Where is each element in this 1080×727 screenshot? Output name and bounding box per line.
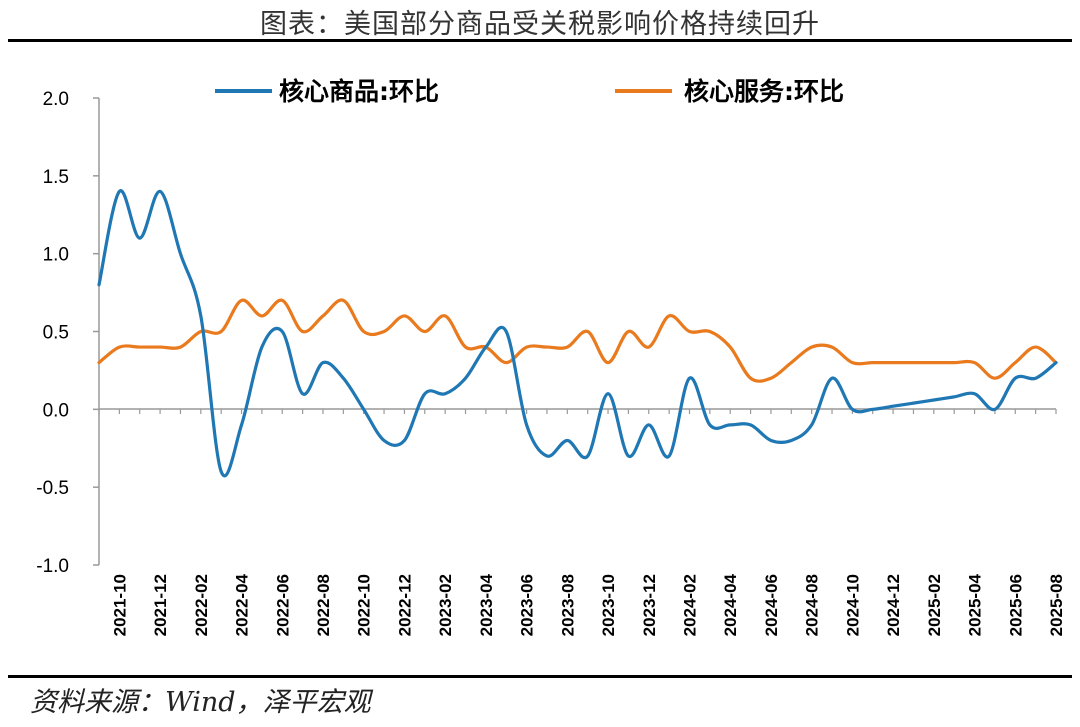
chart-title: 图表：美国部分商品受关税影响价格持续回升 — [260, 9, 820, 40]
x-tick-label: 2022-12 — [395, 574, 414, 636]
legend: 核心商品:环比 核心服务:环比 — [215, 77, 844, 106]
y-tick-label: 1.0 — [43, 245, 69, 266]
x-tick-label: 2024-10 — [843, 574, 862, 636]
y-axis-ticks: 2.0 1.5 1.0 0.5 0.0 -0.5 -1.0 — [36, 89, 99, 577]
legend-label-1: 核心服务:环比 — [684, 77, 844, 106]
x-tick-label: 2025-08 — [1047, 574, 1066, 636]
series-line-1 — [97, 298, 1058, 383]
x-axis-ticks: 2021-10 2021-12 2022-02 2022-04 2022-06 2022-… — [98, 409, 1066, 636]
x-tick-label: 2024-04 — [721, 573, 740, 636]
y-tick-label: 1.5 — [43, 167, 69, 188]
x-tick-label: 2024-06 — [762, 574, 781, 636]
x-tick-label: 2023-08 — [558, 574, 577, 636]
x-tick-label: 2021-10 — [110, 574, 129, 636]
series-group — [97, 189, 1058, 478]
x-tick-label: 2025-04 — [966, 573, 985, 636]
x-tick-label: 2022-04 — [233, 573, 252, 636]
x-tick-label: 2023-06 — [518, 574, 537, 636]
y-tick-label: 0.5 — [43, 323, 69, 344]
x-tick-label: 2023-12 — [640, 574, 659, 636]
top-rule — [8, 39, 1072, 42]
series-line-0 — [97, 189, 1058, 478]
y-tick-label: -0.5 — [36, 478, 69, 499]
bottom-rule — [8, 675, 1072, 678]
x-tick-label: 2024-12 — [884, 574, 903, 636]
y-tick-label: 0.0 — [43, 400, 69, 421]
x-tick-label: 2023-10 — [599, 574, 618, 636]
x-tick-label: 2022-06 — [273, 574, 292, 636]
y-tick-label: -1.0 — [36, 556, 69, 577]
x-tick-label: 2024-08 — [803, 574, 822, 636]
x-tick-label: 2025-06 — [1006, 574, 1025, 636]
y-tick-label: 2.0 — [43, 89, 69, 110]
x-tick-label: 2025-02 — [925, 574, 944, 636]
x-tick-label: 2022-02 — [192, 574, 211, 636]
legend-label-0: 核心商品:环比 — [279, 77, 439, 106]
x-tick-label: 2024-02 — [680, 574, 699, 636]
axes-group — [98, 98, 1056, 565]
x-tick-label: 2023-04 — [477, 573, 496, 636]
x-tick-label: 2022-08 — [314, 574, 333, 636]
x-tick-label: 2022-10 — [355, 574, 374, 636]
x-tick-label: 2021-12 — [151, 574, 170, 636]
source-note: 资料来源：Wind，泽平宏观 — [30, 687, 371, 718]
x-tick-label: 2023-02 — [436, 574, 455, 636]
